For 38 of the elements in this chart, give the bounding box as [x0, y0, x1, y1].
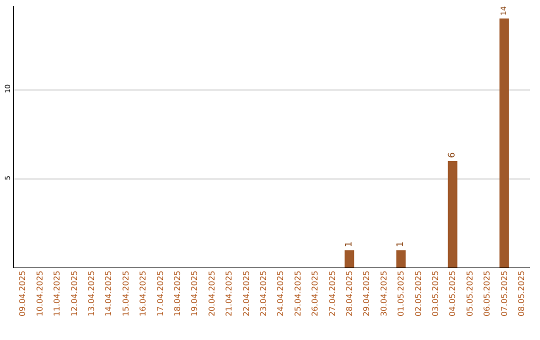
x-tick-label: 24.04.2025	[276, 270, 286, 316]
x-tick-label: 29.04.2025	[362, 270, 372, 316]
data-label: 6	[448, 152, 458, 158]
x-tick-label: 19.04.2025	[190, 270, 200, 316]
bar	[344, 250, 354, 268]
x-tick-label: 07.05.2025	[500, 270, 509, 316]
x-tick-label: 22.04.2025	[242, 270, 251, 316]
x-tick-label: 13.04.2025	[87, 270, 96, 316]
x-tick-label: 28.04.2025	[345, 270, 354, 316]
x-tick-label: 02.05.2025	[414, 270, 423, 316]
x-tick-label: 14.04.2025	[104, 270, 114, 316]
x-tick-label: 04.05.2025	[448, 270, 458, 316]
x-tick-label: 18.04.2025	[173, 270, 182, 316]
bar	[448, 161, 458, 268]
x-tick-label: 11.04.2025	[52, 270, 62, 316]
x-tick-label: 30.04.2025	[379, 270, 388, 316]
x-tick-label: 08.05.2025	[517, 270, 526, 316]
x-tick-label: 12.04.2025	[70, 270, 79, 316]
x-tick-label: 06.05.2025	[482, 270, 492, 316]
bar	[396, 250, 406, 268]
x-tick-label: 20.04.2025	[207, 270, 216, 316]
data-label: 1	[396, 241, 406, 248]
x-tick-label: 17.04.2025	[156, 270, 165, 316]
x-tick-label: 27.04.2025	[328, 270, 337, 316]
x-tick-label: 03.05.2025	[431, 270, 440, 316]
x-tick-label: 26.04.2025	[310, 270, 320, 316]
x-tick-label: 23.04.2025	[259, 270, 268, 316]
x-tick-label: 10.04.2025	[35, 270, 44, 316]
x-tick-label: 09.04.2025	[18, 270, 28, 316]
x-tick-label: 05.05.2025	[465, 270, 474, 316]
data-label: 14	[498, 6, 508, 16]
x-tick-label: 15.04.2025	[121, 270, 130, 316]
x-tick-label: 01.05.2025	[396, 270, 406, 316]
x-tick-label: 16.04.2025	[138, 270, 148, 316]
bar	[499, 18, 509, 268]
data-label: 1	[344, 241, 354, 248]
x-tick-label: 25.04.2025	[293, 270, 302, 316]
x-tick-label: 21.04.2025	[224, 270, 234, 316]
